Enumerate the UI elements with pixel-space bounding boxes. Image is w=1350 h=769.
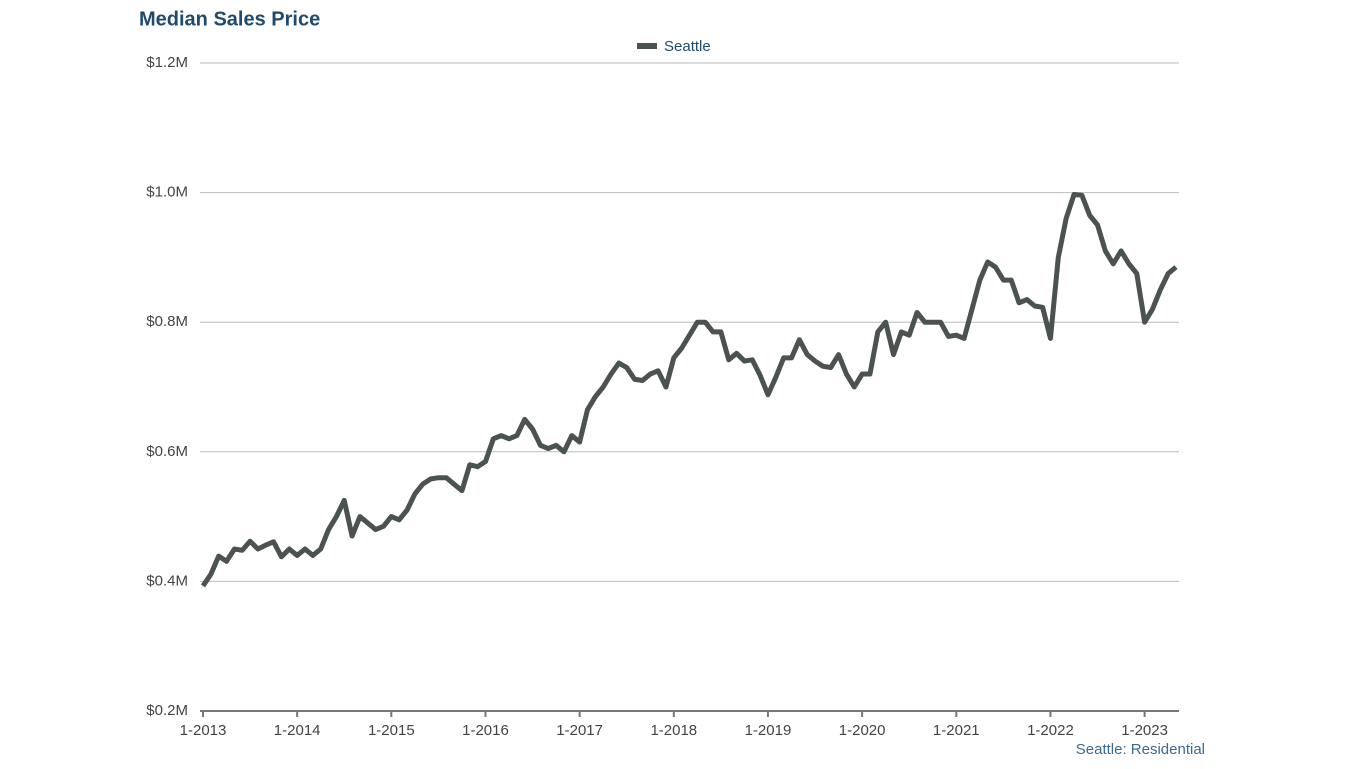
y-tick-label: $1.2M [146,54,188,71]
x-tick-label: 1-2019 [745,722,792,739]
chart-title: Median Sales Price [139,8,320,30]
legend-label: Seattle [664,38,711,55]
x-tick-label: 1-2016 [462,722,509,739]
source-note: Seattle: Residential [1076,741,1205,758]
data-line [200,192,1178,588]
y-tick-label: $0.8M [146,313,188,330]
x-tick-label: 1-2015 [368,722,415,739]
x-tick-label: 1-2018 [650,722,697,739]
y-tick-label: $0.4M [146,572,188,589]
y-tick-label: $0.6M [146,443,188,460]
x-tick-label: 1-2022 [1027,722,1074,739]
x-tick-label: 1-2014 [274,722,321,739]
x-tick-label: 1-2023 [1121,722,1168,739]
y-tick-label: $0.2M [146,702,188,719]
y-tick-label: $1.0M [146,184,188,201]
x-tick-label: 1-2020 [839,722,886,739]
x-tick-label: 1-2017 [556,722,603,739]
x-tick-label: 1-2021 [933,722,980,739]
x-tick-label: 1-2013 [180,722,227,739]
